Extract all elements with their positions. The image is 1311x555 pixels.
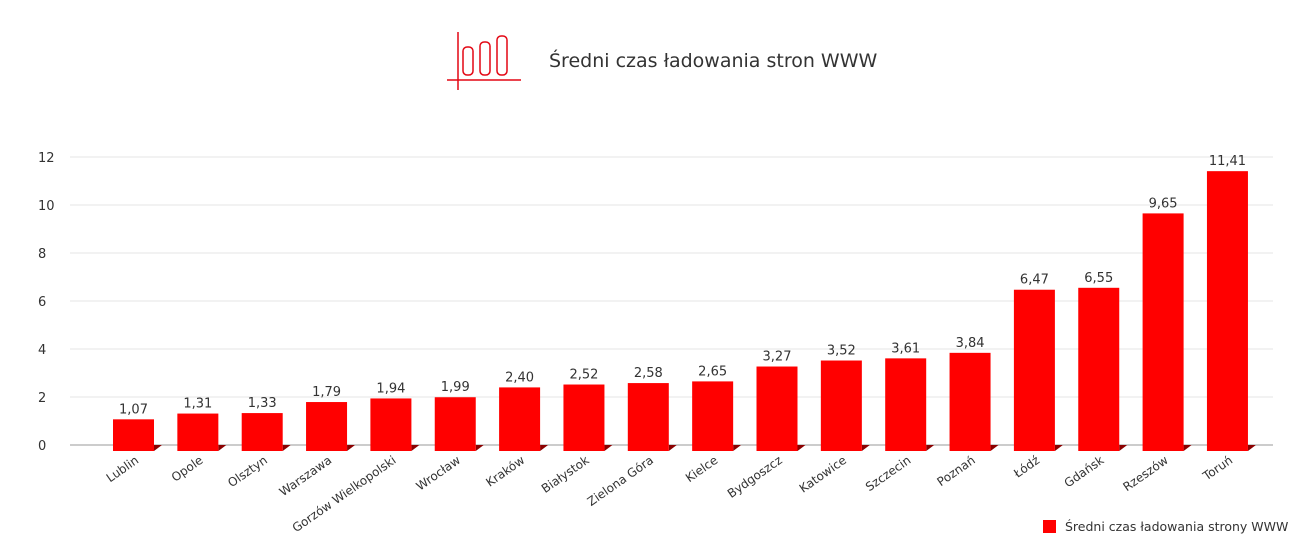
data-label: 1,99: [441, 380, 470, 395]
bar: [627, 383, 669, 451]
bar-shadow: [668, 445, 677, 451]
bar-shadow: [540, 445, 549, 451]
bar-shadow: [154, 445, 162, 451]
data-label: 2,52: [569, 368, 598, 383]
bar-shadow: [1183, 445, 1192, 451]
bar: [692, 381, 734, 451]
bar: [820, 360, 862, 451]
x-tick-label: Katowice: [797, 453, 849, 496]
data-label: 2,65: [698, 364, 727, 379]
x-tick-label: Toruń: [1199, 453, 1235, 484]
x-tick-label: Lublin: [104, 453, 142, 485]
y-tick-label: 4: [38, 343, 46, 358]
bar: [756, 366, 798, 451]
bar-shadow: [604, 445, 613, 451]
x-tick-label: Gorzów Wielkopolski: [290, 453, 399, 535]
x-tick-label: Poznań: [935, 453, 978, 489]
bar-shadow: [797, 445, 806, 451]
x-tick-label: Zielona Góra: [585, 453, 656, 509]
data-label: 11,41: [1209, 154, 1246, 169]
legend[interactable]: Średni czas ładowania strony WWW: [1043, 519, 1288, 534]
bar-shadow: [733, 445, 742, 451]
bar-chart-logo-icon: [447, 32, 521, 90]
bar-shadow: [1247, 445, 1256, 451]
bar-shadow: [347, 445, 356, 451]
bar-shadow: [861, 445, 870, 451]
bar: [113, 419, 154, 451]
data-label: 1,79: [312, 385, 341, 400]
legend-label: Średni czas ładowania strony WWW: [1065, 519, 1289, 534]
bar-shadow: [411, 445, 420, 451]
bar: [177, 413, 219, 451]
bar: [241, 413, 283, 451]
y-tick-label: 2: [38, 391, 46, 406]
x-tick-label: Białystok: [539, 453, 592, 496]
bar: [306, 402, 348, 451]
x-tick-label: Kielce: [683, 453, 720, 485]
y-tick-label: 8: [38, 247, 46, 262]
data-label: 1,07: [119, 402, 148, 417]
bar-shadow: [282, 445, 291, 451]
bar-shadow: [926, 445, 935, 451]
x-tick-label: Szczecin: [863, 453, 913, 494]
bar: [1142, 213, 1184, 451]
y-tick-label: 6: [38, 295, 46, 310]
bar-shadow: [218, 445, 227, 451]
data-label: 2,40: [505, 370, 534, 385]
bar: [563, 384, 605, 451]
bar: [1013, 289, 1055, 451]
bar: [885, 358, 927, 451]
x-tick-label: Opole: [169, 453, 206, 485]
bar: [434, 397, 476, 451]
x-tick-label: Warszawa: [277, 453, 335, 499]
bar-shadow: [1119, 445, 1128, 451]
data-label: 2,58: [634, 366, 663, 381]
x-tick-label: Łódź: [1010, 453, 1042, 481]
x-tick-label: Kraków: [483, 453, 527, 490]
y-tick-label: 12: [38, 151, 55, 166]
data-label: 1,33: [248, 396, 277, 411]
data-label: 3,52: [827, 344, 856, 359]
data-label: 1,94: [376, 381, 405, 396]
bar: [1078, 287, 1120, 451]
x-tick-label: Bydgoszcz: [725, 453, 785, 501]
data-label: 9,65: [1149, 196, 1178, 211]
bar-shadow: [990, 445, 999, 451]
y-tick-label: 0: [38, 439, 46, 454]
chart-title: Średni czas ładowania stron WWW: [549, 50, 878, 72]
bar: [370, 398, 412, 451]
x-tick-label: Gdańsk: [1062, 453, 1107, 490]
bar-shadow: [475, 445, 484, 451]
bar: [949, 352, 991, 451]
data-label: 1,31: [183, 397, 212, 412]
data-label: 6,55: [1084, 271, 1113, 286]
x-tick-label: Wrocław: [414, 453, 464, 494]
data-label: 3,27: [763, 350, 792, 365]
y-tick-label: 10: [38, 199, 55, 214]
data-label: 3,61: [891, 341, 920, 356]
bar: [1206, 171, 1248, 451]
data-label: 3,84: [956, 336, 985, 351]
x-tick-label: Olsztyn: [225, 453, 270, 490]
bar-shadow: [1054, 445, 1063, 451]
bar: [499, 387, 541, 451]
data-label: 6,47: [1020, 273, 1049, 288]
legend-swatch: [1043, 520, 1056, 533]
x-tick-label: Rzeszów: [1120, 453, 1171, 494]
